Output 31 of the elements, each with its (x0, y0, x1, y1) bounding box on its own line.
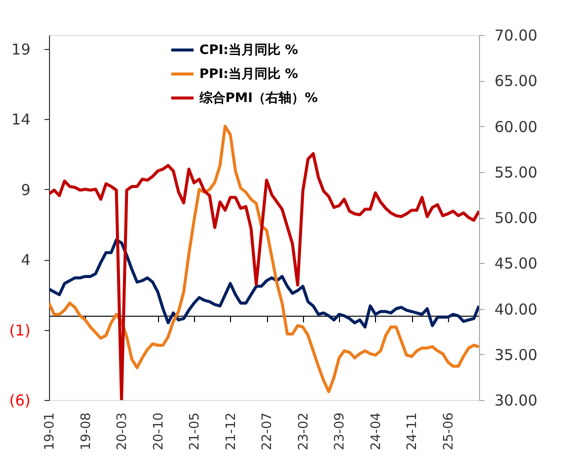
x-tick-label: 21-05 (188, 412, 203, 450)
y2-tick-label: 60.00 (494, 118, 538, 136)
legend-label: CPI:当月同比 % (199, 43, 298, 58)
y2-tick-label: 45.00 (494, 254, 538, 273)
x-tick-label: 24-11 (405, 412, 420, 450)
y2-tick-label: 50.00 (494, 209, 538, 227)
x-tick-label: 21-12 (224, 412, 239, 450)
y-tick-label: 4 (20, 251, 30, 270)
y-tick-label: 14 (11, 110, 30, 129)
line-series (49, 238, 479, 328)
y2-tick-label: 65.00 (494, 72, 538, 90)
legend-label: PPI:当月同比 % (199, 67, 298, 82)
y-tick-label: 9 (20, 180, 30, 199)
y-tick-label: (6) (9, 392, 30, 410)
x-tick-label: 20-10 (151, 412, 166, 450)
x-tick-label: 25-06 (441, 412, 456, 450)
y2-tick-label: 40.00 (494, 300, 538, 318)
x-tick-label: 23-02 (296, 412, 312, 450)
x-tick-label: 19-08 (78, 412, 94, 450)
x-tick-label: 24-04 (368, 412, 384, 450)
legend-label: 综合PMI（右轴）% (198, 90, 318, 106)
y-tick-label: (1) (9, 321, 30, 340)
x-tick-label: 22-07 (260, 412, 276, 450)
y2-tick-label: 30.00 (494, 392, 538, 410)
y-tick-label: 19 (11, 40, 30, 59)
x-tick-label: 19-01 (42, 412, 58, 450)
y2-tick-label: 70.00 (494, 26, 538, 44)
y2-tick-label: 35.00 (494, 346, 538, 364)
x-tick-label: 20-03 (115, 412, 130, 450)
x-tick-label: 23-09 (332, 412, 348, 450)
y2-tick-label: 55.00 (494, 163, 538, 182)
